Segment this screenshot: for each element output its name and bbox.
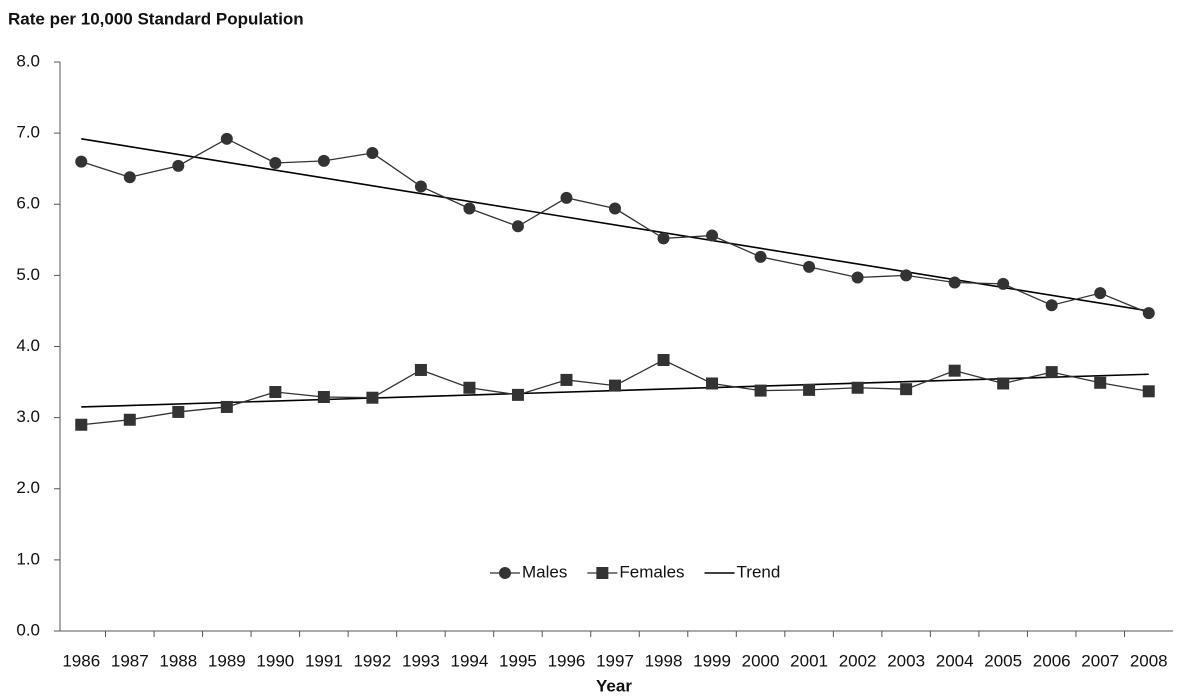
data-point <box>997 277 1010 290</box>
y-tick-label: 7.0 <box>16 123 40 142</box>
data-point <box>754 384 767 397</box>
y-tick-label: 2.0 <box>16 478 40 497</box>
data-point <box>414 363 427 376</box>
data-point <box>317 154 330 167</box>
data-point <box>366 147 379 160</box>
x-tick-label: 1991 <box>305 651 343 670</box>
x-tick-label: 1999 <box>693 651 731 670</box>
y-tick-label: 1.0 <box>16 549 40 568</box>
data-point <box>75 155 88 168</box>
legend-label: Trend <box>737 562 781 581</box>
data-point <box>511 220 524 233</box>
data-point <box>754 250 767 263</box>
x-axis-title: Year <box>596 676 632 695</box>
data-point <box>706 377 719 390</box>
data-point <box>803 383 816 396</box>
x-tick-label: 2007 <box>1081 651 1119 670</box>
data-point <box>1142 385 1155 398</box>
data-point <box>900 269 913 282</box>
y-tick-label: 4.0 <box>16 336 40 355</box>
data-point <box>123 413 136 426</box>
data-point <box>75 418 88 431</box>
y-axis-title: Rate per 10,000 Standard Population <box>8 9 304 28</box>
y-tick-label: 5.0 <box>16 265 40 284</box>
data-point <box>560 191 573 204</box>
legend-label: Females <box>619 562 684 581</box>
legend-label: Males <box>522 562 567 581</box>
data-point <box>657 232 670 245</box>
x-tick-label: 1988 <box>159 651 197 670</box>
y-tick-label: 6.0 <box>16 194 40 213</box>
data-point <box>220 132 233 145</box>
series-line <box>81 359 1149 426</box>
x-tick-label: 2001 <box>790 651 828 670</box>
data-point <box>317 390 330 403</box>
x-tick-label: 2000 <box>742 651 780 670</box>
y-tick-label: 3.0 <box>16 407 40 426</box>
x-tick-label: 1998 <box>645 651 683 670</box>
data-point <box>900 383 913 396</box>
x-tick-label: 2006 <box>1033 651 1071 670</box>
data-point <box>511 388 524 401</box>
data-point <box>414 180 427 193</box>
data-point <box>851 271 864 284</box>
x-tick-label: 1993 <box>402 651 440 670</box>
x-tick-label: 2004 <box>936 651 974 670</box>
data-point <box>1142 307 1155 320</box>
data-point <box>706 229 719 242</box>
data-point <box>269 156 282 169</box>
data-point <box>1094 287 1107 300</box>
data-point <box>172 405 185 418</box>
data-point <box>269 386 282 399</box>
x-tick-label: 1992 <box>353 651 391 670</box>
data-point <box>851 381 864 394</box>
x-tick-label: 2003 <box>887 651 925 670</box>
data-point <box>560 373 573 386</box>
x-tick-label: 1994 <box>451 651 489 670</box>
x-tick-label: 2002 <box>839 651 877 670</box>
data-point <box>657 354 670 367</box>
x-tick-label: 2005 <box>984 651 1022 670</box>
data-point <box>803 260 816 273</box>
x-tick-label: 2008 <box>1130 651 1168 670</box>
data-point <box>997 377 1010 390</box>
x-tick-label: 1995 <box>499 651 537 670</box>
data-point <box>172 159 185 172</box>
trend-line <box>81 138 1149 312</box>
data-point <box>609 379 621 392</box>
y-tick-label: 0.0 <box>16 620 40 639</box>
legend-marker <box>596 567 609 579</box>
data-point <box>948 364 961 377</box>
data-point <box>609 202 621 215</box>
data-point <box>1094 376 1107 389</box>
x-tick-label: 1996 <box>548 651 586 670</box>
x-tick-label: 1989 <box>208 651 246 670</box>
x-tick-label: 1990 <box>256 651 294 670</box>
data-point <box>463 202 476 215</box>
data-point <box>220 400 233 413</box>
data-point <box>366 391 379 404</box>
data-point <box>123 171 136 184</box>
legend-marker <box>499 567 511 579</box>
x-tick-label: 1997 <box>596 651 634 670</box>
y-tick-label: 8.0 <box>16 51 40 70</box>
data-point <box>1045 366 1058 379</box>
x-tick-label: 1987 <box>111 651 149 670</box>
data-point <box>948 276 961 289</box>
data-point <box>1045 299 1058 312</box>
data-point <box>463 381 476 394</box>
x-tick-label: 1986 <box>62 651 100 670</box>
